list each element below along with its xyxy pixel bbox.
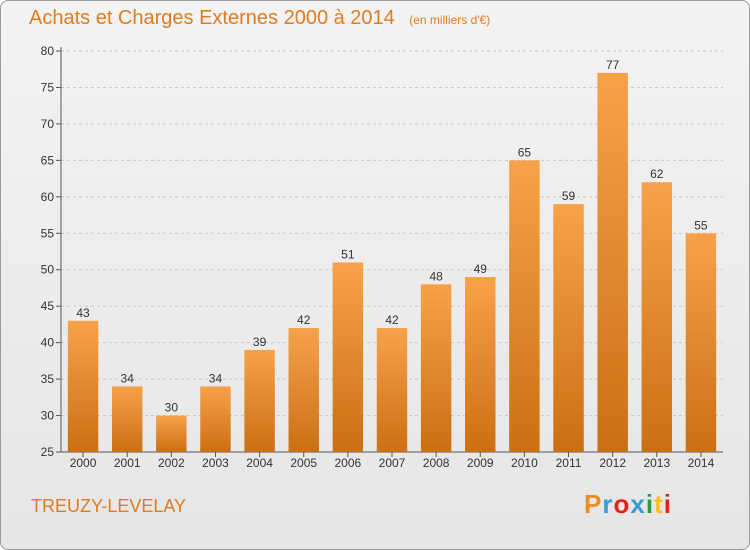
bar-value-label: 42 (385, 313, 399, 327)
bar-value-label: 49 (474, 262, 488, 276)
bar (332, 262, 364, 452)
logo-letter: i (663, 489, 672, 519)
x-tick-label: 2010 (511, 456, 538, 470)
x-tick-label: 2005 (290, 456, 317, 470)
x-tick-label: 2013 (643, 456, 670, 470)
logo-letter: t (654, 489, 664, 519)
y-tick-label: 60 (41, 190, 55, 204)
bar-value-label: 43 (76, 306, 90, 320)
x-tick-label: 2002 (158, 456, 185, 470)
y-tick-label: 80 (41, 44, 55, 58)
bar (156, 415, 187, 452)
x-tick-label: 2008 (423, 456, 450, 470)
bar (67, 320, 99, 452)
bar (376, 328, 408, 452)
y-tick-label: 70 (41, 117, 55, 131)
bar (465, 277, 496, 452)
bar-value-label: 65 (518, 145, 532, 159)
y-tick-label: 40 (41, 336, 55, 350)
bar (288, 328, 319, 452)
bar-value-label: 55 (694, 218, 708, 232)
x-tick-label: 2014 (688, 456, 715, 470)
bar (420, 284, 452, 452)
proxiti-logo[interactable]: Proxiti (584, 489, 672, 520)
bar-value-label: 34 (121, 371, 135, 385)
bar (685, 233, 717, 452)
bar-value-label: 51 (341, 247, 355, 261)
y-tick-label: 25 (41, 445, 55, 459)
bar (553, 204, 584, 452)
bar-value-label: 62 (650, 167, 664, 181)
chart-header: Achats et Charges Externes 2000 à 2014 (… (29, 7, 490, 30)
bar (597, 72, 628, 452)
bar (509, 160, 540, 452)
y-tick-label: 30 (41, 409, 55, 423)
bar-value-label: 48 (429, 269, 443, 283)
bar (244, 349, 275, 452)
y-tick-label: 35 (41, 372, 55, 386)
chart-subtitle: (en milliers d'€) (409, 13, 491, 27)
x-tick-label: 2012 (599, 456, 626, 470)
y-tick-label: 55 (41, 226, 55, 240)
bar (111, 386, 143, 452)
bar-value-label: 77 (606, 58, 620, 72)
y-tick-label: 75 (41, 80, 55, 94)
bar (641, 182, 673, 452)
x-tick-label: 2007 (379, 456, 406, 470)
bar-value-label: 42 (297, 313, 311, 327)
x-tick-label: 2006 (335, 456, 362, 470)
y-tick-label: 45 (41, 299, 55, 313)
commune-name: TREUZY-LEVELAY (31, 496, 187, 516)
x-tick-label: 2001 (114, 456, 141, 470)
x-tick-label: 2003 (202, 456, 229, 470)
logo-letter: o (613, 489, 631, 519)
logo-letter: r (602, 489, 614, 519)
bar-value-label: 30 (165, 401, 179, 415)
logo-letter: x (630, 489, 646, 519)
bar-value-label: 34 (209, 371, 223, 385)
bar-value-label: 59 (562, 189, 576, 203)
bar (200, 386, 231, 452)
y-tick-label: 65 (41, 153, 55, 167)
x-tick-label: 2000 (70, 456, 97, 470)
x-tick-label: 2011 (556, 456, 582, 470)
logo-letter: P (584, 489, 603, 519)
y-tick-label: 50 (41, 263, 55, 277)
logo-letter: i (645, 489, 655, 519)
bar-value-label: 39 (253, 335, 267, 349)
x-tick-label: 2004 (246, 456, 273, 470)
chart-title: Achats et Charges Externes 2000 à 2014 (29, 7, 395, 29)
x-tick-label: 2009 (467, 456, 494, 470)
